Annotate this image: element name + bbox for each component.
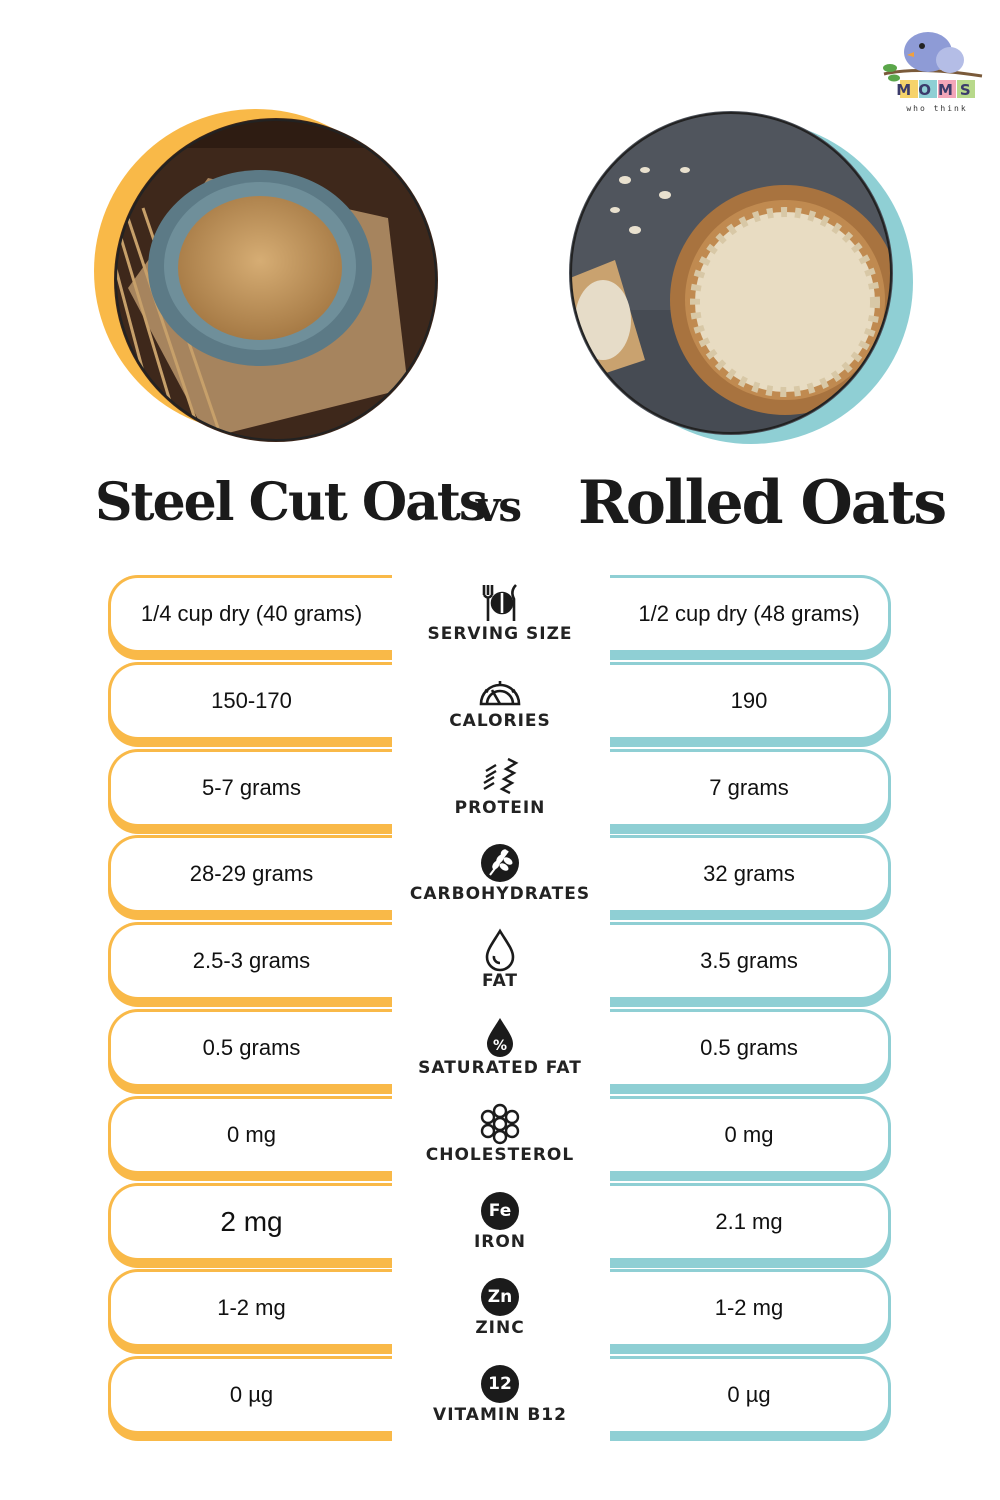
nutrient-label: FAT: [481, 971, 519, 992]
nutrient-label: CARBOHYDRATES: [409, 884, 591, 905]
steel-cut-value: 150-170: [211, 687, 292, 713]
nutrient-label: ZINC: [475, 1318, 525, 1339]
nutrient-row-saturated-fat: 0.5 grams% SATURATED FAT 0.5 grams: [0, 1009, 1000, 1095]
nutrient-row-serving-size: 1/4 cup dry (40 grams) SERVING SIZE 1/2 cu…: [0, 575, 1000, 661]
steel-cut-value: 5-7 grams: [201, 774, 302, 800]
protein-chain-icon: [478, 755, 522, 799]
steel-cut-value-pill: 0.5 grams: [108, 1009, 392, 1087]
nutrient-label: SERVING SIZE: [427, 624, 573, 644]
rolled-oats-value: 32 grams: [703, 861, 795, 887]
svg-text:%: %: [493, 1038, 507, 1054]
nutrient-label-block: PROTEIN: [400, 749, 600, 835]
utensils-plate-icon: [478, 581, 522, 625]
nutrient-label: VITAMIN B12: [433, 1405, 567, 1426]
nutrient-label-block: CARBOHYDRATES: [400, 835, 600, 921]
steel-cut-value-pill: 5-7 grams: [108, 748, 392, 827]
nutrient-label-block: FAT: [400, 922, 600, 1008]
rolled-oats-title: Rolled Oats: [578, 468, 947, 538]
rolled-oats-value-pill: 190: [610, 661, 891, 740]
rolled-oats-value-pill: 0 mg: [610, 1095, 891, 1174]
steel-cut-value: 2.5-3 grams: [192, 948, 311, 974]
steel-cut-value: 2 mg: [220, 1205, 283, 1237]
nutrient-row-zinc: 1-2 mg Zn ZINC 1-2 mg: [0, 1269, 1000, 1355]
element-symbol: Zn: [481, 1278, 519, 1317]
steel-cut-value-pill: 1-2 mg: [108, 1269, 392, 1348]
nutrient-row-cholesterol: 0 mg CHOLESTEROL 0 mg: [0, 1095, 1000, 1182]
rolled-oats-value: 0.5 grams: [700, 1035, 798, 1060]
wheat-icon: [478, 841, 522, 885]
rolled-oats-value-pill: 7 grams: [610, 748, 891, 827]
nutrient-label: PROTEIN: [454, 797, 546, 818]
versus-label: vs: [476, 482, 522, 531]
nutrient-row-vitamin-b12: 0 µg 12 VITAMIN B12 0 µg: [0, 1356, 1000, 1442]
svg-text:MOMS: MOMS: [896, 81, 977, 99]
fe-badge-icon: Fe: [478, 1189, 522, 1233]
nutrient-row-carbohydrates: 28-29 grams CARBOHYDRATES 32 grams: [0, 835, 1000, 921]
nutrient-label-block: SERVING SIZE: [400, 575, 600, 661]
nutrient-label: CALORIES: [449, 710, 551, 731]
nutrient-label: IRON: [473, 1231, 527, 1252]
element-symbol: Fe: [481, 1191, 519, 1230]
nutrient-label-block: CHOLESTEROL: [400, 1096, 600, 1182]
nutrient-row-fat: 2.5-3 grams FAT 3.5 grams: [0, 922, 1000, 1008]
nutrient-label-block: Fe IRON: [400, 1183, 600, 1269]
rolled-oats-value: 190: [730, 687, 768, 713]
rolled-oats-value-pill: 1-2 mg: [610, 1269, 891, 1348]
percent-drop-icon: %: [478, 1015, 522, 1059]
nutrient-label-block: Zn ZINC: [400, 1269, 600, 1355]
nutrient-row-calories: 150-170 CALORIES 190: [0, 661, 1000, 748]
steel-cut-value: 1-2 mg: [217, 1295, 286, 1321]
rolled-oats-value-pill: 1/2 cup dry (48 grams): [610, 575, 891, 653]
nutrient-label: CHOLESTEROL: [425, 1144, 575, 1165]
rolled-oats-photo: [555, 110, 920, 445]
rolled-oats-value: 0 µg: [727, 1382, 771, 1408]
steel-cut-value: 1/4 cup dry (40 grams): [140, 601, 363, 626]
nutrient-label-block: 12 VITAMIN B12: [400, 1356, 600, 1442]
steel-cut-value: 0 µg: [229, 1382, 274, 1408]
rolled-oats-value: 2.1 mg: [715, 1208, 783, 1234]
steel-cut-value-pill: 1/4 cup dry (40 grams): [108, 575, 392, 653]
steel-cut-value-pill: 2 mg: [108, 1182, 392, 1261]
nutrient-row-protein: 5-7 grams PROTEIN 7 grams: [0, 748, 1000, 835]
steel-cut-value-pill: 28-29 grams: [108, 835, 392, 914]
nutrient-row-iron: 2 mg Fe IRON 2.1 mg: [0, 1182, 1000, 1269]
nutrient-label-block: % SATURATED FAT: [400, 1009, 600, 1095]
nutrient-label: SATURATED FAT: [418, 1058, 582, 1078]
rolled-oats-value-pill: 3.5 grams: [610, 922, 891, 1001]
drop-icon: [478, 928, 522, 972]
nutrient-label-block: CALORIES: [400, 662, 600, 748]
molecule-icon: [478, 1102, 522, 1146]
rolled-oats-value-pill: 2.1 mg: [610, 1182, 891, 1261]
moms-who-think-logo: MOMS who think: [878, 18, 988, 118]
rolled-oats-value: 1/2 cup dry (48 grams): [638, 601, 860, 626]
zn-badge-icon: Zn: [478, 1275, 522, 1319]
steel-cut-oats-title: Steel Cut Oats: [95, 472, 488, 533]
element-symbol: 12: [481, 1365, 519, 1404]
rolled-oats-value-pill: 32 grams: [610, 835, 891, 914]
steel-cut-value-pill: 150-170: [108, 661, 392, 740]
rolled-oats-value: 3.5 grams: [700, 948, 798, 974]
rolled-oats-value: 0 mg: [724, 1121, 774, 1147]
steel-cut-value: 0.5 grams: [202, 1035, 301, 1060]
steel-cut-value-pill: 0 mg: [108, 1095, 392, 1174]
rolled-oats-value-pill: 0 µg: [610, 1356, 891, 1435]
steel-cut-value: 0 mg: [227, 1121, 276, 1147]
svg-text:who think: who think: [906, 104, 967, 113]
steel-cut-value: 28-29 grams: [189, 861, 314, 887]
b12-badge-icon: 12: [478, 1362, 522, 1406]
gauge-icon: [478, 668, 522, 712]
steel-cut-oats-photo: [88, 108, 448, 443]
rolled-oats-value: 1-2 mg: [714, 1295, 784, 1321]
steel-cut-value-pill: 0 µg: [108, 1356, 392, 1435]
steel-cut-value-pill: 2.5-3 grams: [108, 922, 392, 1001]
rolled-oats-value: 7 grams: [709, 774, 789, 800]
rolled-oats-value-pill: 0.5 grams: [610, 1009, 891, 1087]
